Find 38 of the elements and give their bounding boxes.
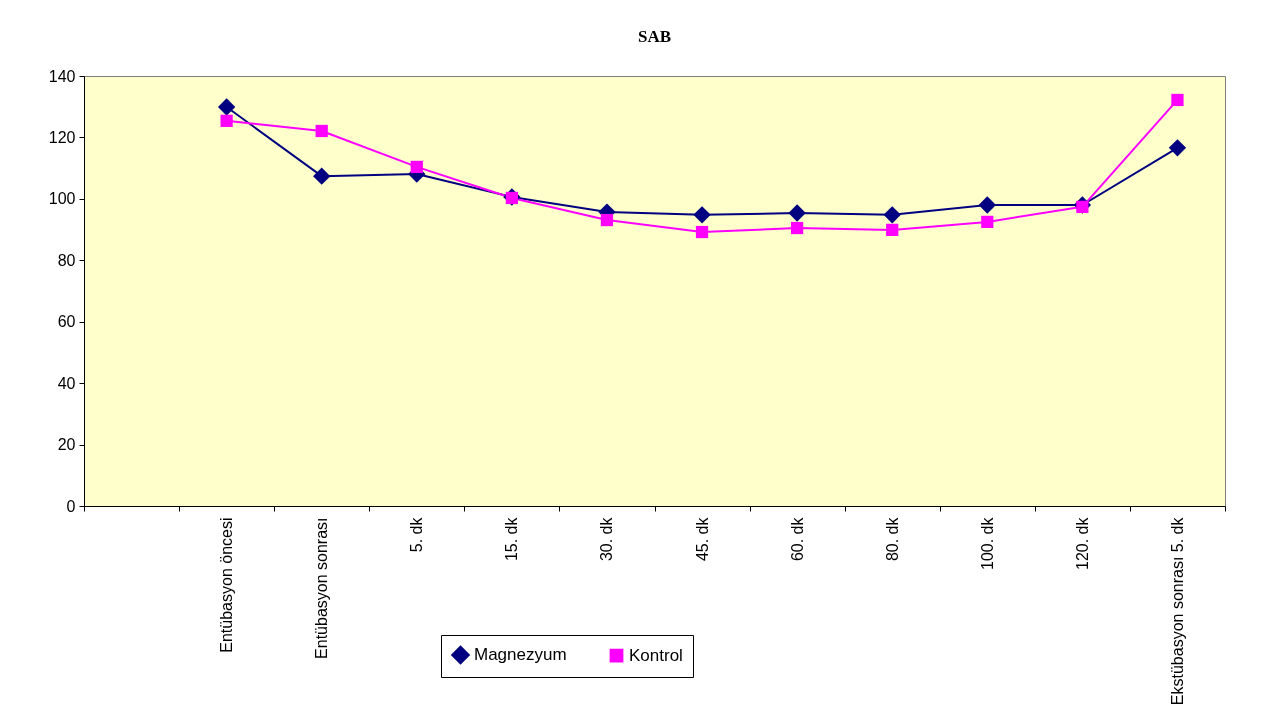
x-tick-label: Entübasyon sonrası <box>313 517 331 659</box>
x-tick-label: 120. dk <box>1073 516 1091 570</box>
point <box>315 124 328 138</box>
y-tick-label: 60 <box>57 313 76 331</box>
legend-label: Kontrol <box>629 645 683 665</box>
point <box>978 196 996 214</box>
chart-title: SAB <box>637 27 672 46</box>
point <box>886 223 899 236</box>
x-tick-label: 80. dk <box>883 516 901 562</box>
y-tick-label: 40 <box>57 374 76 392</box>
y-tick-label: 20 <box>57 436 76 454</box>
y-tick-label: 120 <box>48 128 76 146</box>
point <box>217 98 236 116</box>
point <box>883 206 901 224</box>
point <box>410 160 423 174</box>
point <box>600 213 614 227</box>
point <box>695 225 709 239</box>
x-tick-label: 100. dk <box>978 516 996 570</box>
x-tick-label: 5. dk <box>408 516 426 553</box>
point <box>981 215 994 229</box>
x-tick-label: 45. dk <box>693 516 711 562</box>
point <box>313 167 331 185</box>
y-tick-label: 100 <box>48 190 76 208</box>
point <box>1168 139 1187 157</box>
y-tick-label: 80 <box>57 251 76 269</box>
legend-label: Magnezyum <box>474 644 567 664</box>
y-tick-label: 140 <box>48 67 76 85</box>
point <box>693 206 711 224</box>
x-tick-label: 60. dk <box>788 516 806 562</box>
point <box>1171 93 1184 107</box>
point <box>791 221 804 235</box>
x-tick-label: Entübasyon öncesi <box>218 517 236 653</box>
point <box>220 114 233 127</box>
x-tick-label: 15. dk <box>503 516 521 562</box>
point <box>788 204 806 222</box>
y-tick-label: 0 <box>66 497 76 515</box>
x-tick-label: Ekstübasyon sonrası 5. dk <box>1168 516 1186 706</box>
x-tick-label: 30. dk <box>598 516 616 562</box>
